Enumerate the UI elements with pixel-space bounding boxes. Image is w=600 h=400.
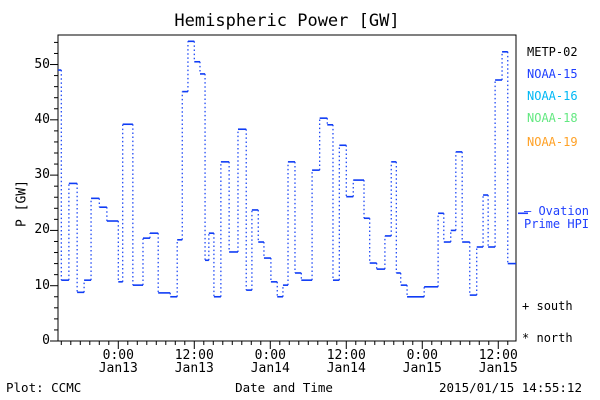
axes-frame [57, 34, 517, 342]
x-tick-label: 0:00 Jan13 [98, 348, 138, 376]
legend-item-noaa-16: NOAA-16 [527, 89, 578, 103]
footer-timestamp: 2015/01/15 14:55:12 [439, 380, 582, 395]
legend-ovation-line1: — Ovation [524, 204, 590, 218]
y-tick-label: 10 [34, 277, 50, 293]
legend-item-metp-02: METP-02 [527, 45, 578, 59]
x-tick-label: 12:00 Jan14 [326, 348, 366, 376]
y-tick-label: 0 [42, 333, 50, 348]
x-axis-title: Date and Time [235, 380, 333, 395]
legend-marker-north-label: north [536, 331, 573, 345]
y-tick-label: 50 [34, 56, 50, 72]
plus-icon: + [522, 299, 530, 313]
legend-marker-south: + south [522, 299, 573, 313]
x-tick-label: 12:00 Jan13 [174, 348, 214, 376]
legend-item-noaa-15: NOAA-15 [527, 67, 578, 81]
footer-plot-source: Plot: CCMC [6, 380, 82, 395]
legend-item-noaa-18: NOAA-18 [527, 111, 578, 125]
legend-ovation-line2: Prime HPI [524, 217, 590, 231]
x-tick-label: 0:00 Jan15 [402, 348, 442, 376]
y-tick-label: 40 [34, 111, 50, 127]
x-tick-label: 12:00 Jan15 [478, 348, 518, 376]
y-tick-label: 20 [34, 222, 50, 238]
legend-marker-north: * north [522, 331, 573, 345]
chart-title: Hemispheric Power [GW] [174, 11, 400, 31]
legend-item-noaa-19: NOAA-19 [527, 135, 578, 149]
legend-marker-south-label: south [536, 299, 573, 313]
asterisk-icon: * [522, 331, 530, 345]
y-tick-label: 30 [34, 167, 50, 183]
x-tick-label: 0:00 Jan14 [250, 348, 290, 376]
